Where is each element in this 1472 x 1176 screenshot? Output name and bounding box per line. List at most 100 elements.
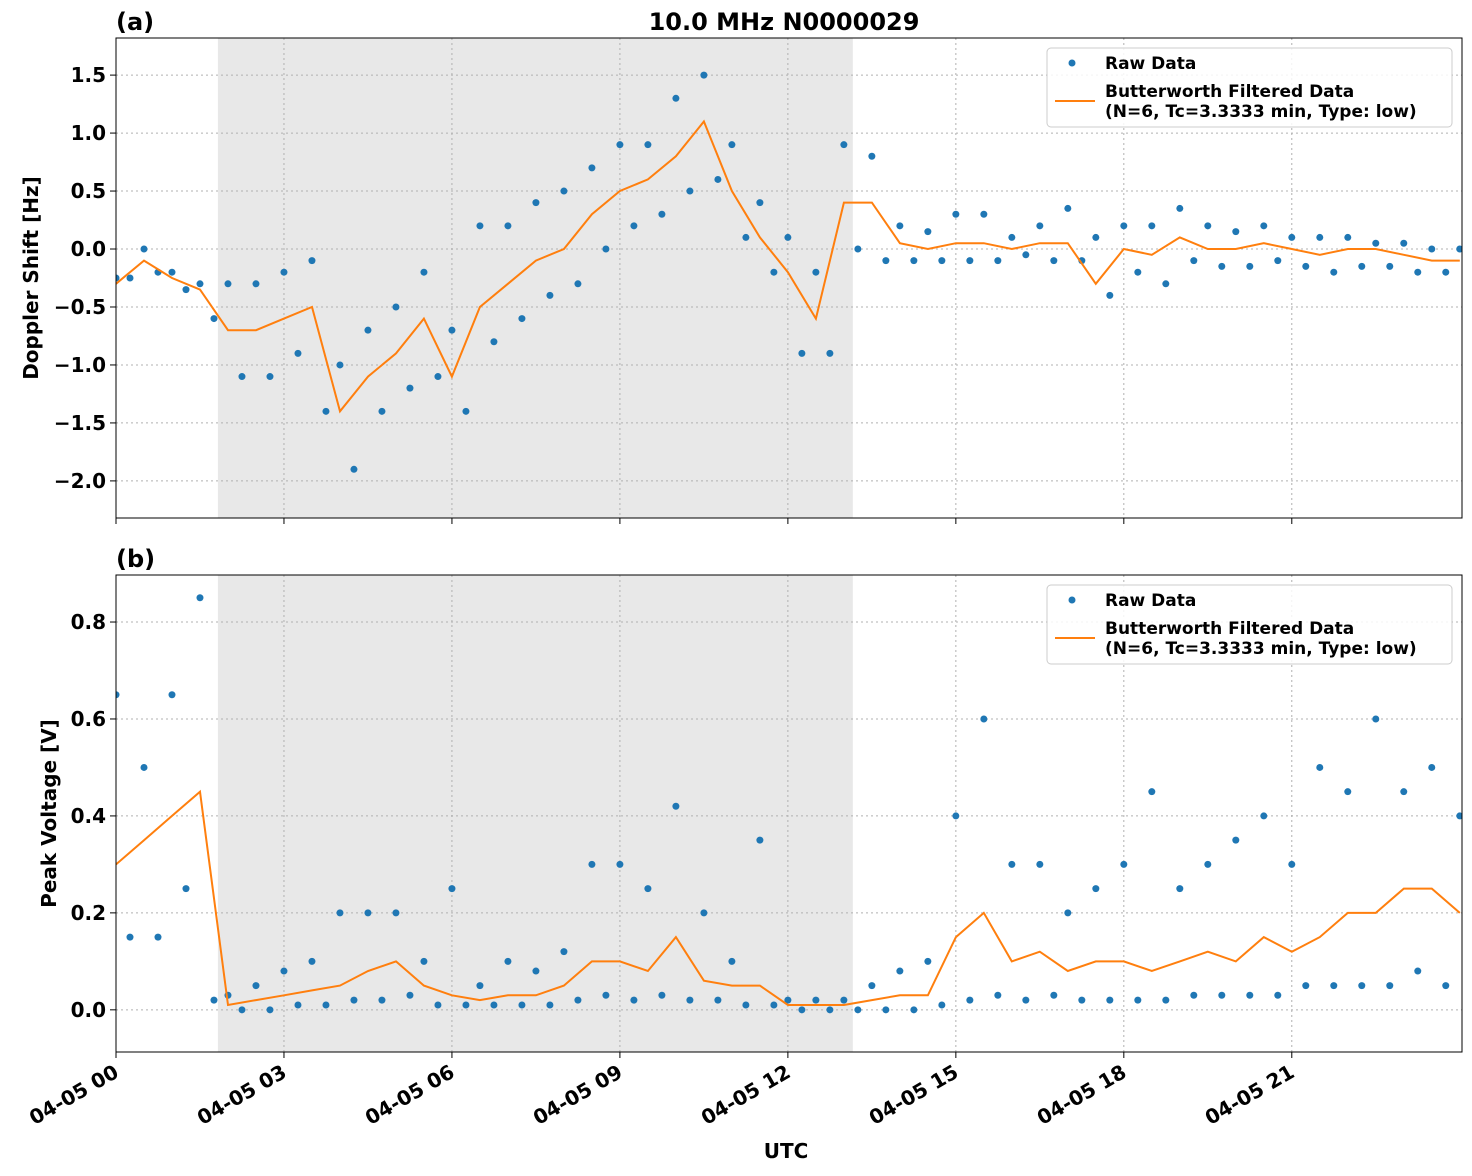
raw-point [742,1001,750,1009]
raw-point [434,1001,442,1009]
raw-point [840,996,848,1004]
raw-point [840,141,848,149]
raw-point [756,836,764,844]
raw-point [462,407,470,415]
raw-point [882,1006,890,1014]
legend-label: Raw Data [1105,54,1196,74]
raw-point [1050,991,1058,999]
raw-point [924,957,932,965]
raw-point [476,222,484,230]
raw-point [1134,268,1142,276]
y-tick-label: 1.0 [71,121,106,145]
raw-point [644,141,652,149]
raw-point [980,715,988,723]
y-tick-label: −2.0 [54,469,106,493]
raw-point [1022,996,1030,1004]
raw-point [336,361,344,369]
plot-area [116,71,1462,473]
raw-point [1092,233,1100,241]
raw-point [448,885,456,893]
raw-point [1414,967,1422,975]
raw-point [1176,204,1184,212]
x-tick-label: 04-05 21 [1201,1060,1299,1130]
raw-point [1190,991,1198,999]
raw-point [1456,245,1462,253]
x-axis-label: UTC [764,1139,809,1163]
raw-point [1358,262,1366,270]
raw-point [504,957,512,965]
y-tick-label: 0.5 [71,179,106,203]
raw-point [1288,233,1296,241]
raw-point [1246,262,1254,270]
raw-point [1218,262,1226,270]
raw-point [182,286,190,294]
raw-point [770,268,778,276]
raw-point [420,957,428,965]
legend-label-line: Butterworth Filtered Data [1105,82,1354,102]
raw-point [854,245,862,253]
y-tick-label: 0.0 [71,998,106,1022]
raw-point [728,141,736,149]
raw-point [1414,268,1422,276]
raw-point [1190,257,1198,265]
raw-point [980,210,988,218]
raw-point [294,1001,302,1009]
y-axis-label: Peak Voltage [V] [37,719,61,908]
raw-point [672,94,680,102]
raw-point [686,996,694,1004]
raw-point [126,933,134,941]
raw-point [1064,909,1072,917]
raw-point [560,187,568,195]
raw-point [116,691,120,699]
raw-point [1442,982,1450,990]
raw-point [938,257,946,265]
raw-point [910,1006,918,1014]
y-tick-label: 0.4 [71,804,106,828]
y-tick-label: 0.0 [71,237,106,261]
plot-area [116,594,1462,1014]
x-tick-label: 04-05 18 [1033,1060,1131,1130]
axes-frame [115,574,1463,1053]
legend-box [1046,584,1453,665]
raw-point [602,245,610,253]
raw-point [1050,257,1058,265]
raw-point [490,1001,498,1009]
axes-frame [115,37,1463,519]
raw-point [1106,291,1114,299]
raw-point [854,1006,862,1014]
raw-point [504,222,512,230]
raw-point [1316,763,1324,771]
legend-label-line: (N=6, Tc=3.3333 min, Type: low) [1105,102,1417,122]
raw-point [574,280,582,288]
raw-point [672,802,680,810]
raw-point [994,257,1002,265]
raw-point [798,1006,806,1014]
raw-point [1288,860,1296,868]
legend-label: Raw Data [1105,591,1196,611]
legend-marker [1068,596,1076,604]
raw-point [966,257,974,265]
raw-point [392,909,400,917]
filtered-line [116,119,1460,414]
raw-point [196,594,204,602]
filtered-line [116,789,1461,1007]
x-tick-label: 04-05 09 [529,1060,627,1130]
raw-point [1008,233,1016,241]
raw-point [868,152,876,160]
x-tick-label: 04-05 06 [361,1060,459,1130]
raw-point [812,268,820,276]
raw-point [1274,257,1282,265]
raw-point [1246,991,1254,999]
x-tick-label: 04-05 00 [25,1060,123,1130]
raw-point [812,996,820,1004]
y-tick-label: 0.8 [71,610,106,634]
raw-point [658,210,666,218]
raw-point [798,349,806,357]
legend-box [1046,47,1453,128]
raw-point [336,909,344,917]
chart-title: 10.0 MHz N0000029 [649,8,920,36]
raw-point [938,1001,946,1009]
raw-point [882,257,890,265]
raw-point [1218,991,1226,999]
raw-point [714,996,722,1004]
